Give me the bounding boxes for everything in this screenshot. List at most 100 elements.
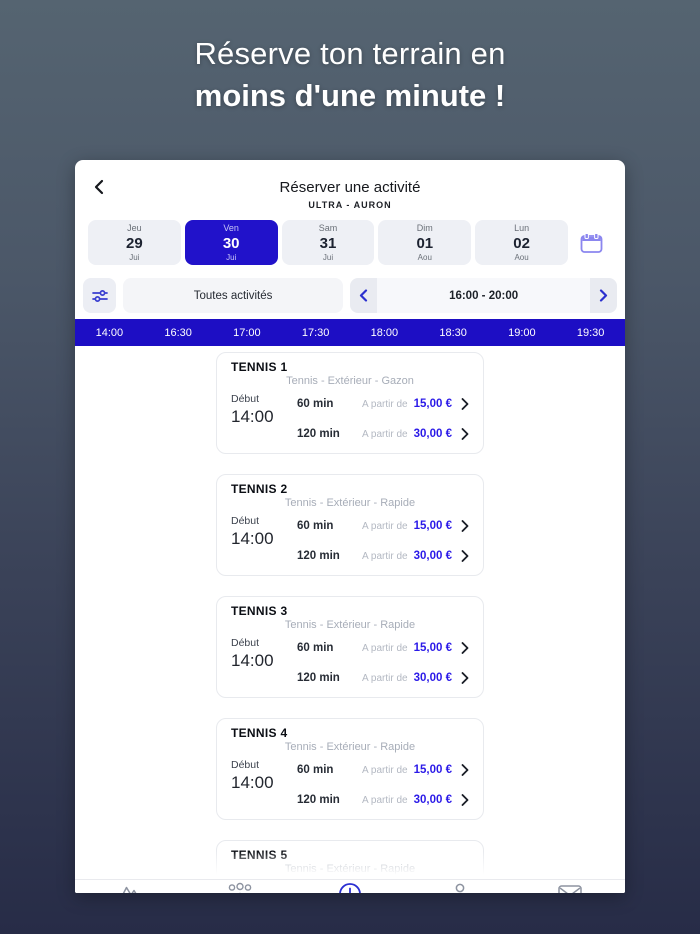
court-type: Tennis - Extérieur - Rapide [284,497,416,509]
option-duration: 120 min [297,672,340,684]
time-slot-19-30[interactable]: 19:30 [576,326,605,339]
chevron-left-icon [359,289,368,302]
option-price-label: A partir de [362,672,408,684]
booking-option-row[interactable]: 120 min A partir de 30,00 € [297,545,469,567]
calendar-icon [579,231,604,255]
court-type: Tennis - Extérieur - Rapide [284,863,416,875]
booking-option-row[interactable]: 60 min A partir de 15,00 € [297,637,469,659]
time-slot-17-00[interactable]: 17:00 [233,326,261,339]
start-label: Début [231,759,260,771]
option-price-label: A partir de [362,398,408,410]
next-time-range-button[interactable] [590,278,617,313]
plus-circle-icon [338,882,362,893]
date-day: 30 [222,234,240,252]
option-duration: 120 min [297,550,340,562]
time-slot-18-30[interactable]: 18:30 [439,326,467,339]
option-duration: 60 min [297,398,334,410]
chevron-right-icon [461,520,469,532]
nav-profile-tab[interactable] [405,880,515,893]
booking-option-row[interactable]: 120 min A partir de 30,00 € [297,667,469,689]
chevron-right-icon [461,398,469,410]
club-name: ULTRA - AURON [308,200,392,210]
court-name: TENNIS 2 [231,482,288,496]
court-type: Tennis - Extérieur - Gazon [286,375,414,387]
court-name: TENNIS 4 [231,726,288,740]
date-dow: Lun [514,222,530,233]
chevron-right-icon [461,672,469,684]
nav-community-tab[interactable] [185,880,295,893]
booking-option-row[interactable]: 60 min A partir de 15,00 € [297,515,469,537]
chevron-right-icon [461,428,469,440]
option-price: 15,00 € [413,764,452,776]
date-tab-dim-01[interactable]: Dim 01 Aou [378,220,472,265]
time-slot-16-30[interactable]: 16:30 [164,326,192,339]
court-type: Tennis - Extérieur - Rapide [284,741,416,753]
option-price: 30,00 € [413,428,452,440]
date-tab-lun-02[interactable]: Lun 02 Aou [475,220,568,265]
date-day: 02 [513,234,530,252]
chevron-left-icon [93,179,104,195]
option-price: 30,00 € [413,794,452,806]
date-month: Jui [322,252,334,262]
promo-headline: Réserve ton terrain en moins d'une minut… [0,36,700,114]
option-price-label: A partir de [362,550,408,562]
nav-messages-tab[interactable] [515,880,625,893]
option-price: 30,00 € [413,550,452,562]
date-month: Aou [514,252,529,262]
nav-add-booking-tab[interactable] [295,880,405,893]
people-group-icon [226,882,254,893]
time-slot-19-00[interactable]: 19:00 [508,326,536,339]
activity-filter-select[interactable]: Toutes activités [123,278,344,313]
date-day: 31 [319,234,337,252]
nav-resort-tab[interactable] [75,880,185,893]
date-dow: Ven [223,222,239,233]
time-slot-18-00[interactable]: 18:00 [370,326,399,339]
app-header: Réserver une activité ULTRA - AURON [75,160,625,220]
date-tab-ven-30-selected[interactable]: Ven 30 Jui [184,220,278,265]
envelope-icon [557,882,583,893]
date-month: Jui [129,252,140,262]
option-price-label: A partir de [362,520,408,532]
chevron-right-icon [461,794,469,806]
back-button[interactable] [87,176,109,198]
court-name: TENNIS 3 [231,604,288,618]
option-duration: 60 min [297,642,334,654]
filters-button[interactable] [83,278,116,313]
chevron-right-icon [599,289,608,302]
start-time: 14:00 [231,407,274,426]
date-dow: Sam [318,222,338,233]
start-label: Début [231,637,260,649]
booking-option-row[interactable]: 60 min A partir de 15,00 € [297,393,469,415]
court-type: Tennis - Extérieur - Rapide [284,619,416,631]
date-month: Aou [417,252,432,262]
date-tab-sam-31[interactable]: Sam 31 Jui [281,220,375,265]
court-name: TENNIS 5 [231,848,288,862]
time-slot-14-00[interactable]: 14:00 [95,326,124,339]
promo-headline-line2: moins d'une minute ! [194,78,506,113]
court-card-3: TENNIS 3 Tennis - Extérieur - Rapide Déb… [216,596,484,698]
previous-time-range-button[interactable] [350,278,377,313]
person-icon [449,882,471,893]
date-tab-jeu-29[interactable]: Jeu 29 Jui [88,220,181,265]
option-price-label: A partir de [362,642,408,654]
time-slot-17-30[interactable]: 17:30 [301,326,330,339]
court-name: TENNIS 1 [231,360,288,374]
option-price: 15,00 € [413,520,452,532]
chevron-right-icon [461,764,469,776]
booking-option-row[interactable]: 120 min A partir de 30,00 € [297,789,469,811]
booking-option-row[interactable]: 120 min A partir de 30,00 € [297,423,469,445]
option-duration: 60 min [297,764,334,776]
option-duration: 120 min [297,428,340,440]
mountain-icon [117,882,143,893]
booking-option-row[interactable]: 60 min A partir de 15,00 € [297,759,469,781]
start-time: 14:00 [231,651,274,670]
open-calendar-button[interactable] [572,220,612,265]
start-label: Début [231,515,260,527]
time-range-value: 16:00 - 20:00 [377,278,590,313]
start-label: Début [231,393,260,405]
option-duration: 60 min [297,520,334,532]
page-title: Réserver une activité [279,179,421,196]
court-card-2: TENNIS 2 Tennis - Extérieur - Rapide Déb… [216,474,484,576]
date-day: 01 [416,234,434,252]
